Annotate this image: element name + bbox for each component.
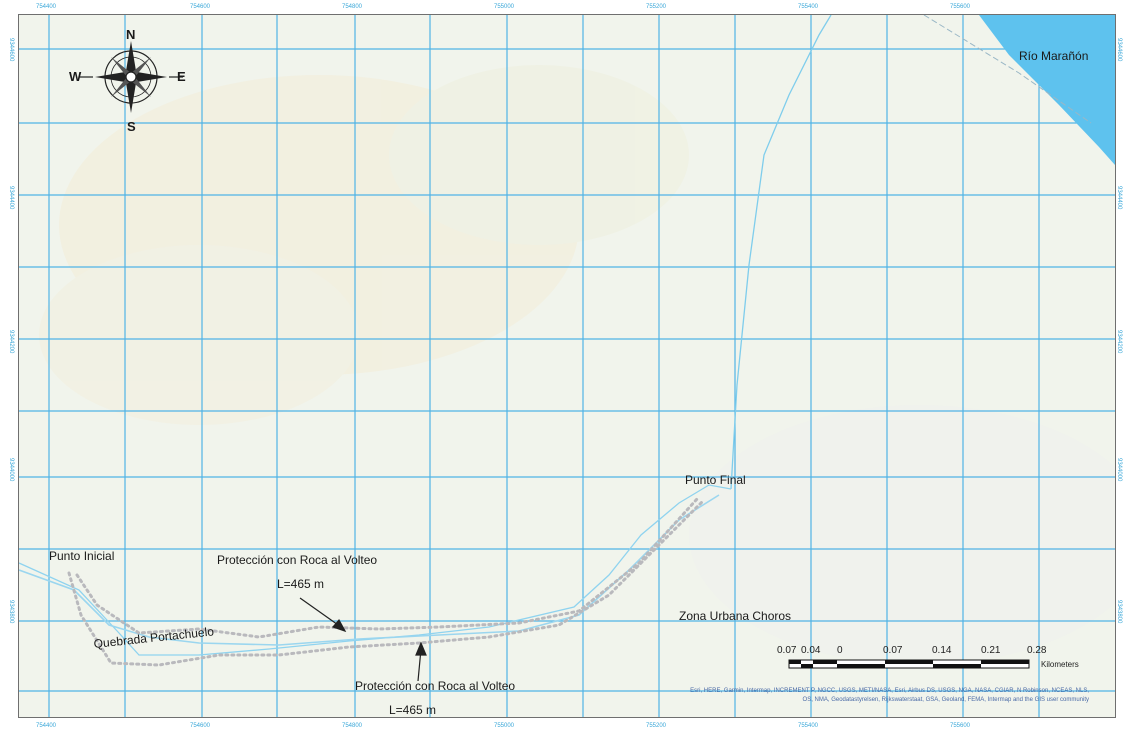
- start-point-label: Punto Inicial: [49, 549, 115, 563]
- grid-label-bottom-4: 755200: [646, 723, 667, 729]
- compass-rose-icon: [79, 41, 183, 113]
- terrain-tint: [39, 65, 1115, 665]
- grid-label-top-2: 754800: [342, 4, 363, 10]
- compass-east: E: [177, 69, 186, 84]
- grid-label-bottom-2: 754800: [342, 723, 363, 729]
- scale-tick-4: 0.14: [932, 645, 952, 656]
- end-point-label: Punto Final: [685, 473, 746, 487]
- map-frame: N S E W Río Marañón Punto Inicial Punto …: [18, 14, 1116, 718]
- grid-label-right-1: 9344400: [1116, 186, 1122, 210]
- length-label-1: L=465 m: [277, 577, 325, 591]
- grid-label-bottom-0: 754400: [36, 723, 57, 729]
- grid-label-right-2: 9344200: [1116, 330, 1122, 354]
- grid-label-right-0: 9344600: [1116, 38, 1122, 62]
- grid-label-left-0: 9344600: [8, 38, 14, 62]
- grid-label-right-3: 9344000: [1116, 458, 1122, 482]
- access-road: [730, 15, 832, 490]
- river-label: Río Marañón: [1019, 49, 1089, 63]
- grid-label-bottom-3: 755000: [494, 723, 515, 729]
- scale-tick-1: 0.04: [801, 645, 821, 656]
- protection-label-2: Protección con Roca al Volteo: [355, 679, 516, 693]
- grid-label-bottom-5: 755400: [798, 723, 819, 729]
- compass-west: W: [69, 69, 82, 84]
- grid-label-left-4: 9343800: [8, 600, 14, 624]
- grid-label-right-4: 9343800: [1116, 600, 1122, 624]
- grid-label-left-2: 9344200: [8, 330, 14, 354]
- rock-protection-lines: [67, 497, 705, 667]
- attribution-line-1: Esri, HERE, Garmin, Intermap, INCREMENT …: [690, 688, 1089, 694]
- scale-tick-0: 0.07: [777, 645, 797, 656]
- length-label-2: L=465 m: [389, 703, 437, 717]
- urban-zone-label: Zona Urbana Choros: [679, 609, 792, 623]
- grid-label-left-3: 9344000: [8, 458, 14, 482]
- grid-label-top-0: 754400: [36, 4, 57, 10]
- annotation-arrows: [299, 597, 427, 682]
- grid-label-top-1: 754600: [190, 4, 211, 10]
- river-bank-road: [923, 15, 1092, 124]
- attribution-line-2: OS, NMA, Geodatastyrelsen, Rijkswatersta…: [802, 697, 1089, 703]
- grid-label-top-6: 755600: [950, 4, 971, 10]
- scale-unit: Kilometers: [1041, 660, 1079, 669]
- compass-north: N: [126, 27, 136, 42]
- map-canvas: [19, 15, 1115, 717]
- scale-bar: [788, 659, 1030, 669]
- grid-label-top-5: 755400: [798, 4, 819, 10]
- scale-tick-5: 0.21: [981, 645, 1001, 656]
- river-maranon: [979, 15, 1115, 165]
- grid-label-top-4: 755200: [646, 4, 667, 10]
- protection-label-1: Protección con Roca al Volteo: [217, 553, 378, 567]
- grid-label-bottom-1: 754600: [190, 723, 211, 729]
- compass-south: S: [127, 119, 136, 134]
- grid-label-top-3: 755000: [494, 4, 515, 10]
- coordinate-grid: [19, 15, 1115, 717]
- access-road-2: [19, 484, 732, 656]
- scale-tick-3: 0.07: [883, 645, 903, 656]
- grid-label-bottom-6: 755600: [950, 723, 971, 729]
- scale-tick-6: 0.28: [1027, 645, 1047, 656]
- scale-tick-2: 0: [837, 645, 843, 656]
- grid-label-left-1: 9344400: [8, 186, 14, 210]
